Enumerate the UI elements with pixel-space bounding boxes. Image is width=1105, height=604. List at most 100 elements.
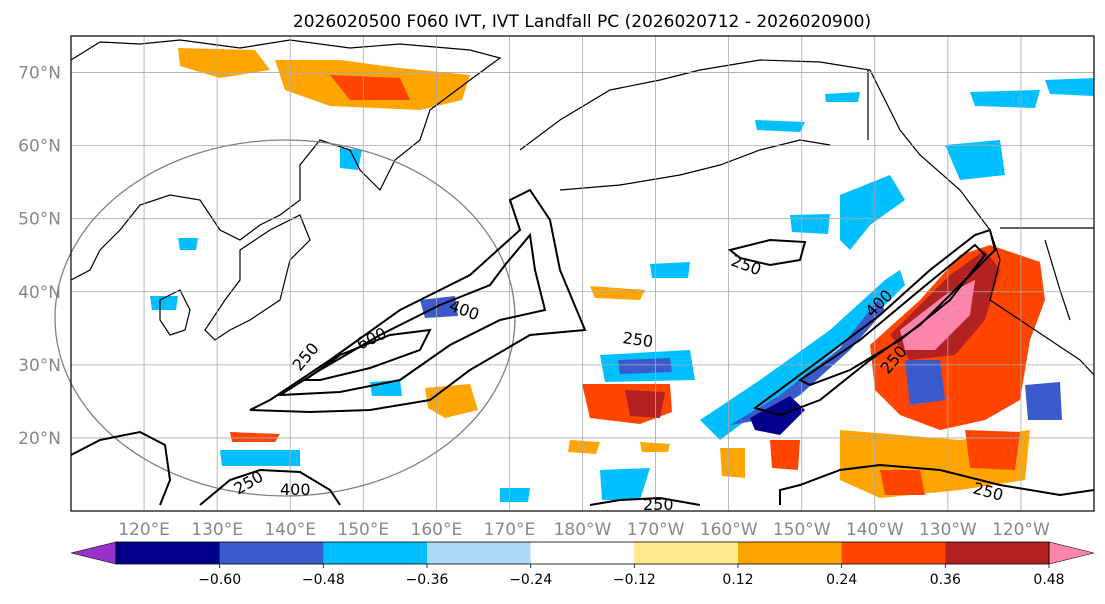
colorbar-extend-max xyxy=(1048,541,1095,565)
shade-negative xyxy=(750,396,805,435)
shade-negative xyxy=(1025,382,1062,420)
japan-coast xyxy=(204,214,311,341)
colorbar-segment xyxy=(219,542,324,564)
shade-positive xyxy=(330,75,410,100)
contour-600-west xyxy=(301,328,432,381)
latitude-labels: 70°N 60°N 50°N 40°N 30°N 20°N xyxy=(18,64,61,449)
longitude-label: 130°E xyxy=(191,520,243,540)
coastlines xyxy=(70,39,1095,376)
america-coast xyxy=(519,59,1095,376)
contour-400-sw xyxy=(199,468,341,506)
colorbar: −0.60 −0.48 −0.36 −0.24 −0.12 0.12 0.24 0.36 0.4… xyxy=(70,541,1095,588)
shade-positive xyxy=(425,384,478,418)
colorbar-tick-label: 0.36 xyxy=(930,572,961,588)
korea-coast xyxy=(159,289,191,336)
shade-positive xyxy=(770,440,800,470)
colorbar-tick-label: −0.48 xyxy=(302,572,345,588)
longitude-label: 170°E xyxy=(484,520,536,540)
shade-negative xyxy=(650,262,690,278)
colorbar-segment xyxy=(738,542,843,564)
colorbar-segment xyxy=(116,542,221,564)
shade-positive xyxy=(880,470,925,495)
colorbar-tick-label: −0.24 xyxy=(509,572,552,588)
contour-400-west xyxy=(276,232,547,397)
longitude-label: 170°W xyxy=(627,520,685,540)
shade-positive xyxy=(230,432,280,442)
longitude-labels: 120°E 130°E 140°E 150°E 160°E 170°E 180°W 170°W… xyxy=(118,520,1050,540)
us-states xyxy=(1044,239,1071,321)
shade-negative xyxy=(700,270,905,440)
colorbar-extend-min xyxy=(70,541,117,565)
contour-250-west xyxy=(249,188,587,414)
reference-circle xyxy=(54,139,516,497)
shade-positive xyxy=(900,280,975,350)
latitude-label: 30°N xyxy=(18,356,61,376)
latitude-label: 70°N xyxy=(18,64,61,84)
shade-negative xyxy=(730,300,885,425)
shade-negative xyxy=(618,358,672,374)
contour-250-east xyxy=(752,228,997,417)
shade-negative xyxy=(970,90,1040,108)
contour-label: 250 xyxy=(621,328,654,351)
colorbar-segment xyxy=(634,542,739,564)
contour-250-bottom xyxy=(589,496,701,506)
colorbar-segment xyxy=(945,542,1050,564)
longitude-label: 150°E xyxy=(337,520,389,540)
shade-positive xyxy=(568,440,600,454)
latitude-label: 20°N xyxy=(18,429,61,449)
colorbar-tick-label: −0.12 xyxy=(613,572,656,588)
figure-title: 2026020500 F060 IVT, IVT Landfall PC (20… xyxy=(293,12,871,32)
longitude-label: 120°W xyxy=(992,520,1050,540)
aleutian-chain xyxy=(559,139,831,191)
shade-positive xyxy=(178,48,270,78)
contour-label-group: 250 600 400 250 250 400 250 250 250 400 … xyxy=(231,251,1006,514)
shade-negative xyxy=(220,450,300,466)
shade-negative xyxy=(500,488,530,502)
longitude-label: 140°E xyxy=(264,520,316,540)
longitude-label: 140°W xyxy=(846,520,904,540)
colorbar-segment xyxy=(841,542,946,564)
map-frame xyxy=(70,35,1095,512)
longitude-label: 120°E xyxy=(118,520,170,540)
colorbar-segment xyxy=(323,542,428,564)
latitude-label: 50°N xyxy=(18,210,61,230)
contour-label: 250 xyxy=(643,495,674,514)
shade-negative xyxy=(790,214,830,234)
shade-negative xyxy=(825,92,860,102)
shade-positive xyxy=(590,286,645,300)
contour-label: 400 xyxy=(280,480,311,499)
colorbar-tick-label: −0.60 xyxy=(198,572,241,588)
latitude-label: 60°N xyxy=(18,137,61,157)
colorbar-segment xyxy=(530,542,635,564)
shade-negative xyxy=(945,140,1005,180)
longitude-label: 150°W xyxy=(773,520,831,540)
shade-negative xyxy=(340,148,362,170)
shade-negative xyxy=(178,238,198,250)
gridlines xyxy=(70,36,1095,512)
shade-negative xyxy=(1045,78,1094,96)
longitude-label: 160°W xyxy=(700,520,758,540)
longitude-label: 160°E xyxy=(411,520,463,540)
shade-positive xyxy=(965,430,1020,470)
shade-negative xyxy=(150,296,178,310)
colorbar-tick-label: 0.12 xyxy=(722,572,753,588)
colorbar-tick-label: 0.24 xyxy=(826,572,857,588)
longitude-label: 180°W xyxy=(554,520,612,540)
shade-positive xyxy=(640,442,670,452)
ivt-contours xyxy=(70,188,1095,506)
contour-250-sw xyxy=(70,430,172,506)
shade-negative xyxy=(840,175,905,250)
map-panel: 250 600 400 250 250 400 250 250 250 400 … xyxy=(54,35,1095,514)
colorbar-tick-label: 0.48 xyxy=(1033,572,1064,588)
contour-400-east xyxy=(798,243,987,387)
colorbar-segment xyxy=(427,542,532,564)
shade-negative xyxy=(905,360,945,405)
colorbar-tick-label: −0.36 xyxy=(406,572,449,588)
shade-positive xyxy=(625,390,665,418)
colorbar-outline xyxy=(115,541,1050,565)
longitude-label: 130°W xyxy=(919,520,977,540)
contour-250-mid xyxy=(727,238,807,267)
shade-negative xyxy=(755,120,805,132)
